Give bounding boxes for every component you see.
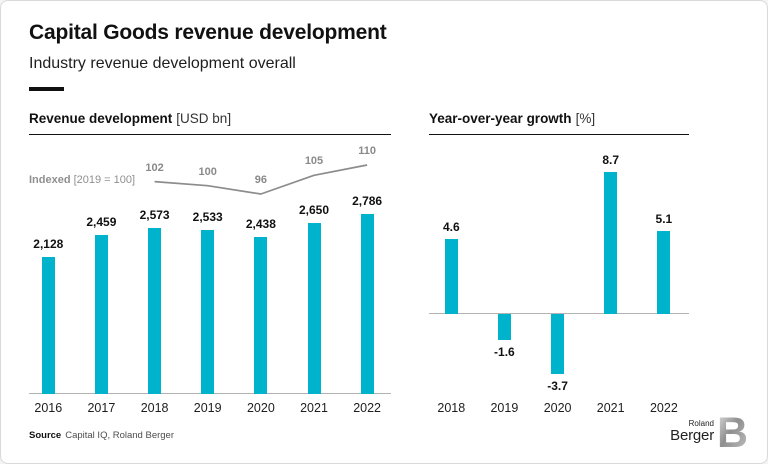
- source-note: Source Capital IQ, Roland Berger: [29, 430, 174, 441]
- source-text: Capital IQ, Roland Berger: [65, 430, 174, 441]
- indexed-legend-label: Indexed: [29, 174, 71, 186]
- revenue-year-label-2020: 2020: [246, 401, 275, 415]
- revenue-panel-title: Revenue development [USD bn]: [29, 111, 231, 126]
- revenue-bar-2022: [360, 214, 374, 394]
- growth-value-label-2018: 4.6: [442, 220, 460, 234]
- growth-panel-rule: [429, 134, 689, 135]
- growth-panel-title: Year-over-year growth [%]: [429, 111, 595, 126]
- logo-berger-text: Berger: [670, 427, 714, 444]
- index-value-label-2019: 100: [198, 165, 217, 178]
- revenue-panel-title-text: Revenue development: [29, 111, 173, 126]
- growth-value-label-2020: -3.7: [547, 379, 568, 394]
- revenue-year-label-2017: 2017: [87, 401, 116, 415]
- growth-bar-2020: [551, 314, 565, 375]
- growth-bar-2022: [657, 230, 671, 314]
- revenue-year-label-2018: 2018: [140, 401, 169, 415]
- revenue-panel-rule: [29, 134, 391, 135]
- growth-bar-2018: [444, 239, 458, 314]
- page-title: Capital Goods revenue development: [29, 21, 387, 44]
- growth-bar-2019: [497, 314, 511, 341]
- growth-year-label-2019: 2019: [490, 401, 519, 415]
- revenue-bar-2017: [94, 235, 108, 394]
- growth-year-label-2022: 2022: [649, 401, 678, 415]
- index-value-label-2021: 105: [304, 155, 324, 168]
- growth-year-label-2018: 2018: [437, 401, 466, 415]
- revenue-value-label-2019: 2,533: [192, 210, 223, 225]
- revenue-panel-title-unit: [USD bn]: [176, 111, 232, 126]
- index-value-label-2022: 110: [358, 145, 376, 157]
- source-label: Source: [29, 430, 62, 441]
- revenue-bar-2016: [41, 256, 55, 394]
- revenue-value-label-2016: 2,128: [33, 236, 64, 251]
- revenue-value-label-2021: 2,650: [298, 202, 330, 217]
- growth-zero-axis: [429, 313, 689, 314]
- logo-roland-text: Roland: [688, 419, 714, 428]
- logo-b-mark: B: [719, 415, 747, 448]
- title-accent-bar: [29, 87, 64, 91]
- revenue-value-label-2017: 2,459: [86, 215, 117, 230]
- revenue-bar-2018: [148, 227, 162, 394]
- revenue-year-label-2021: 2021: [300, 401, 328, 415]
- indexed-legend: Indexed [2019 = 100]: [29, 174, 135, 186]
- revenue-bar-2020: [254, 236, 268, 394]
- revenue-value-label-2020: 2,438: [245, 216, 276, 231]
- growth-bar-2021: [604, 172, 618, 314]
- growth-value-label-2021: 8.7: [602, 153, 620, 168]
- growth-panel-title-unit: [%]: [575, 111, 596, 126]
- growth-value-label-2019: -1.6: [494, 345, 515, 360]
- indexed-legend-suffix: [2019 = 100]: [73, 174, 136, 186]
- revenue-value-label-2022: 2,786: [352, 194, 383, 208]
- index-value-label-2020: 96: [254, 174, 268, 186]
- index-value-label-2018: 102: [145, 161, 164, 174]
- revenue-bar-2021: [307, 222, 321, 394]
- logo-wordmark: Roland Berger: [670, 419, 714, 444]
- growth-value-label-2022: 5.1: [655, 211, 673, 226]
- revenue-bar-2019: [201, 230, 215, 394]
- growth-panel-title-text: Year-over-year growth: [429, 111, 572, 126]
- revenue-year-label-2022: 2022: [353, 401, 381, 415]
- roland-berger-logo: Roland Berger B: [670, 415, 747, 448]
- revenue-year-label-2019: 2019: [193, 401, 222, 415]
- revenue-year-label-2016: 2016: [34, 401, 63, 415]
- revenue-value-label-2018: 2,573: [139, 207, 170, 222]
- page-subtitle: Industry revenue development overall: [29, 55, 296, 72]
- growth-year-label-2020: 2020: [543, 401, 572, 415]
- growth-year-label-2021: 2021: [596, 401, 625, 415]
- svg-text:B: B: [719, 415, 747, 448]
